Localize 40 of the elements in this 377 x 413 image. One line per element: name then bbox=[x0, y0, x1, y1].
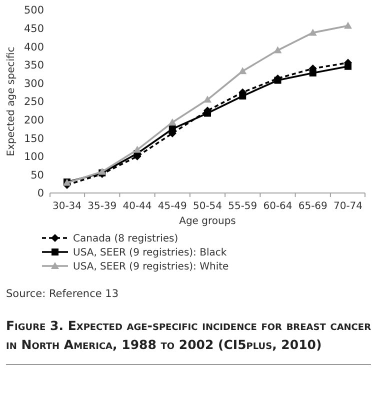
legend-label: Canada (8 registries) bbox=[73, 234, 178, 244]
y-tick-label: 400 bbox=[24, 41, 44, 54]
x-tick-label: 40-44 bbox=[122, 201, 152, 212]
point bbox=[168, 125, 176, 132]
y-tick-label: 150 bbox=[24, 132, 44, 145]
y-tick-label: 450 bbox=[24, 22, 44, 35]
x-tick-label: 35-39 bbox=[88, 201, 117, 212]
y-tick-label: 250 bbox=[24, 96, 44, 108]
legend-label: USA, SEER (9 registries): White bbox=[73, 262, 229, 272]
point bbox=[344, 22, 352, 29]
point bbox=[168, 118, 176, 126]
x-tick-label: 30-34 bbox=[52, 201, 82, 212]
point bbox=[204, 96, 212, 103]
text: Figure 3. Expected age-specific incidence for breast cancer in North America, 1988 to 2002 (CI5plus, 2010) bbox=[6, 317, 371, 354]
y-tick-label: 300 bbox=[24, 78, 44, 90]
source-note: Source: Reference 13 bbox=[6, 288, 120, 300]
point bbox=[274, 46, 282, 54]
y-tick-label: 50 bbox=[30, 169, 44, 182]
point bbox=[308, 28, 317, 36]
x-tick-label: 45-49 bbox=[158, 201, 187, 212]
x-tick-label: 55-59 bbox=[228, 201, 258, 212]
legend-label: USA, SEER (9 registries): Black bbox=[73, 248, 227, 258]
y-tick-label: 350 bbox=[24, 60, 44, 72]
point bbox=[309, 69, 316, 76]
y-tick-label: 100 bbox=[24, 151, 44, 164]
y-axis-title: Expected age specific bbox=[6, 46, 17, 156]
y-tick-label: 500 bbox=[24, 4, 44, 17]
x-axis-title: Age groups bbox=[179, 216, 236, 227]
x-tick-label: 65-69 bbox=[298, 201, 328, 212]
point bbox=[239, 92, 246, 100]
x-tick-label: 60-64 bbox=[263, 201, 292, 212]
point bbox=[204, 110, 211, 117]
y-tick-label: 0 bbox=[37, 188, 44, 200]
y-tick-label: 200 bbox=[24, 114, 44, 126]
point bbox=[238, 67, 247, 74]
x-tick-label: 50-54 bbox=[192, 201, 222, 212]
point bbox=[344, 62, 352, 70]
point bbox=[133, 146, 142, 153]
x-tick-label: 70-74 bbox=[333, 201, 363, 212]
point bbox=[274, 76, 282, 84]
